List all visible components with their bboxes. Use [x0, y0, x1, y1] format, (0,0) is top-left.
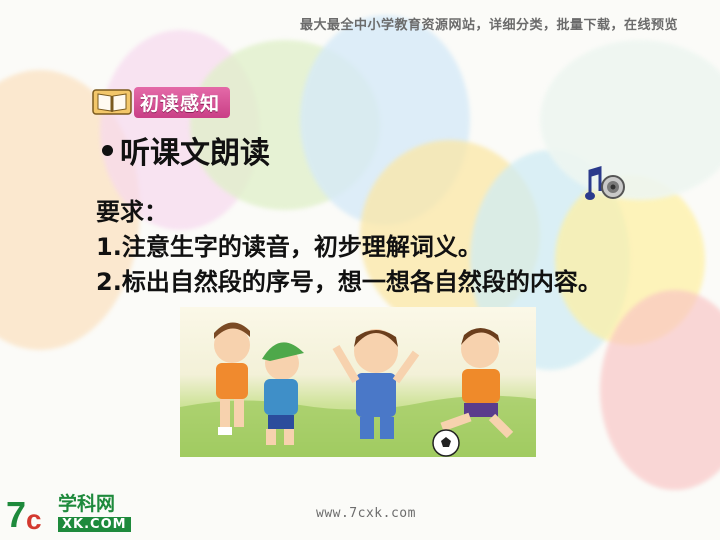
logo-en-text: XK.COM: [58, 516, 131, 532]
footer-url[interactable]: www.7cxk.com: [316, 506, 416, 521]
section-title: 初读感知: [134, 86, 231, 118]
music-note-speaker-icon[interactable]: [584, 165, 626, 205]
child-figure: [262, 342, 304, 445]
logo-cn-text: 学科网: [58, 492, 116, 515]
child-figure: [332, 329, 420, 439]
child-figure: [214, 322, 250, 435]
activity-text: 听课文朗读: [120, 136, 270, 171]
svg-text:c: c: [26, 504, 42, 533]
children-playing-football-image: [180, 307, 536, 457]
section-tag: 初读感知: [92, 86, 231, 118]
svg-text:7: 7: [6, 494, 26, 533]
xkw-logo-mark: 7 c: [6, 494, 42, 533]
bullet-dot: [102, 144, 113, 156]
requirements-heading: 要求：: [96, 198, 168, 226]
activity-bullet: 听课文朗读: [102, 128, 270, 172]
site-banner: 最大最全中小学教育资源网站，详细分类，批量下载，在线预览: [299, 18, 678, 33]
book-icon: [92, 89, 132, 115]
xkw-logo[interactable]: 7 c 学科网 XK.COM: [6, 491, 142, 535]
requirement-item-2: 2.标出自然段的序号，想一想各自然段的内容。: [96, 268, 602, 296]
child-figure: [440, 328, 514, 439]
football: [432, 429, 460, 457]
requirement-item-1: 1.注意生字的读音，初步理解词义。: [96, 233, 482, 261]
